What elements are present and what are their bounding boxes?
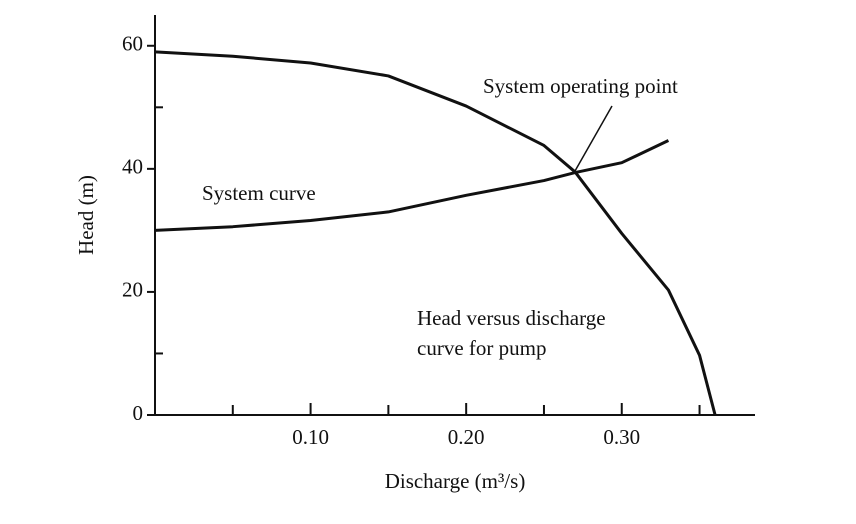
x-tick-label: 0.20 — [448, 425, 485, 449]
annotation: System operating point — [483, 74, 678, 98]
annotation: System curve — [202, 181, 316, 205]
x-tick-label: 0.30 — [603, 425, 640, 449]
y-tick-label: 20 — [122, 278, 143, 302]
y-axis-title: Head (m) — [74, 175, 98, 255]
annotation: curve for pump — [417, 336, 546, 360]
y-tick-label: 60 — [122, 32, 143, 56]
annotation-pointer — [574, 105, 613, 172]
y-tick-label: 0 — [133, 401, 144, 425]
x-axis-title: Discharge (m³/s) — [385, 469, 526, 493]
series-line — [154, 139, 670, 232]
series-line — [154, 50, 717, 416]
x-tick-label: 0.10 — [292, 425, 329, 449]
y-tick-label: 40 — [122, 155, 143, 179]
annotation: Head versus discharge — [417, 306, 606, 330]
